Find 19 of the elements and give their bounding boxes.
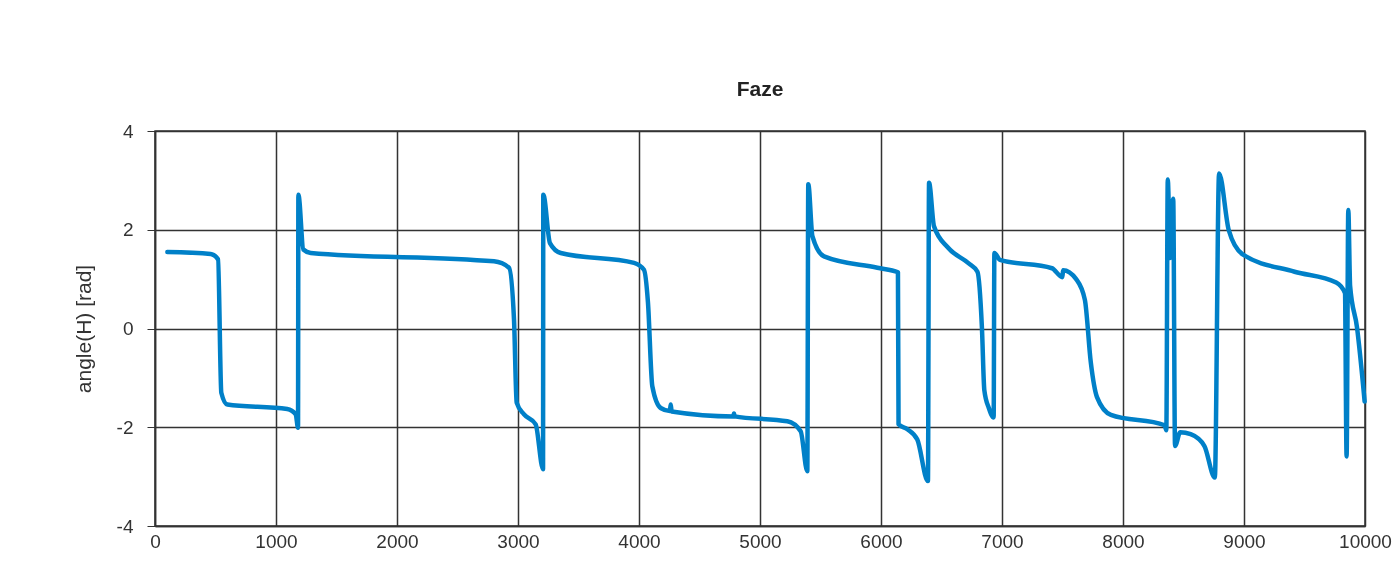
x-tick-label: 5000	[739, 530, 782, 552]
x-tick-label: 4000	[618, 530, 661, 552]
x-tick-label: 1000	[255, 530, 298, 552]
line-series	[165, 171, 1367, 484]
x-tick-label: 3000	[497, 530, 540, 552]
x-tick-label: 0	[150, 530, 161, 552]
y-tick-label: 4	[122, 120, 134, 142]
x-tick-label: 9000	[1223, 530, 1266, 552]
chart-title: Faze	[736, 77, 784, 100]
y-axis-title: angle(H) [rad]	[71, 264, 95, 394]
x-tick-label: 10000	[1339, 530, 1392, 552]
y-tick-label: -2	[116, 416, 134, 438]
x-tick-label: 8000	[1102, 530, 1145, 552]
x-tick-label: 2000	[376, 530, 419, 552]
x-tick-label: 6000	[860, 530, 903, 552]
x-tick-label: 7000	[981, 530, 1024, 552]
y-tick-label: 2	[122, 219, 134, 241]
y-tick-label: -4	[116, 515, 134, 537]
y-tick-label: 0	[122, 318, 134, 339]
